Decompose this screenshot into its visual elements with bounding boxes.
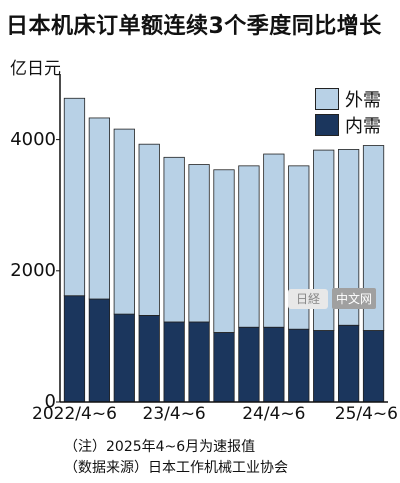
bar-domestic-11 xyxy=(337,324,360,403)
bars-group xyxy=(63,97,385,403)
x-tick-label-0: 2022/4~6 xyxy=(32,404,117,424)
bar-foreign-8 xyxy=(263,153,285,328)
y-tick-label-2: 4000 xyxy=(10,128,56,150)
bar-domestic-9 xyxy=(288,328,310,403)
legend-swatch-0 xyxy=(315,88,339,110)
note-line-1: （注）2025年4~6月为速报值 xyxy=(64,439,256,455)
x-tick-label-3: 25/4~6 xyxy=(334,404,398,424)
bar-domestic-2 xyxy=(113,313,135,403)
x-tick-label-2: 24/4~6 xyxy=(242,404,306,424)
bar-domestic-1 xyxy=(88,298,111,403)
legend-label-1: 内需 xyxy=(345,116,381,137)
bar-domestic-7 xyxy=(238,326,260,403)
bar-foreign-5 xyxy=(188,164,210,323)
bar-domestic-10 xyxy=(313,330,335,403)
bar-foreign-3 xyxy=(138,143,160,316)
bar-domestic-6 xyxy=(213,332,235,403)
watermark-text: 中文网 xyxy=(332,288,377,309)
bar-foreign-1 xyxy=(88,117,111,300)
bar-foreign-11 xyxy=(337,149,360,326)
y-axis-unit: 亿日元 xyxy=(10,59,61,79)
legend-item-1: 内需 xyxy=(315,112,381,138)
bar-foreign-9 xyxy=(288,165,310,330)
bar-foreign-10 xyxy=(313,149,335,331)
chart-title: 日本机床订单额连续3个季度同比增长 xyxy=(6,14,382,39)
note-line-2: （数据来源）日本工作机械工业协会 xyxy=(64,460,288,476)
bar-foreign-12 xyxy=(362,145,385,331)
bar-foreign-2 xyxy=(113,128,135,315)
legend-label-0: 外需 xyxy=(345,90,381,111)
bar-domestic-5 xyxy=(188,321,210,403)
bar-foreign-0 xyxy=(63,97,86,297)
y-tick-label-0: 0 xyxy=(44,391,56,412)
bar-foreign-7 xyxy=(238,165,260,328)
legend-item-0: 外需 xyxy=(315,86,381,112)
y-tick-label-1: 2000 xyxy=(10,259,56,281)
watermark-logo-icon: 日経 xyxy=(288,288,328,309)
bar-domestic-12 xyxy=(362,330,385,403)
bar-foreign-4 xyxy=(163,156,185,323)
bar-foreign-6 xyxy=(213,169,235,333)
bar-domestic-8 xyxy=(263,326,285,403)
legend-swatch-1 xyxy=(315,114,339,136)
bar-domestic-3 xyxy=(138,315,160,403)
watermark: 日経 中文网 xyxy=(288,288,377,309)
bar-domestic-4 xyxy=(163,321,185,403)
bar-domestic-0 xyxy=(63,295,86,403)
x-tick-label-1: 23/4~6 xyxy=(142,404,206,424)
